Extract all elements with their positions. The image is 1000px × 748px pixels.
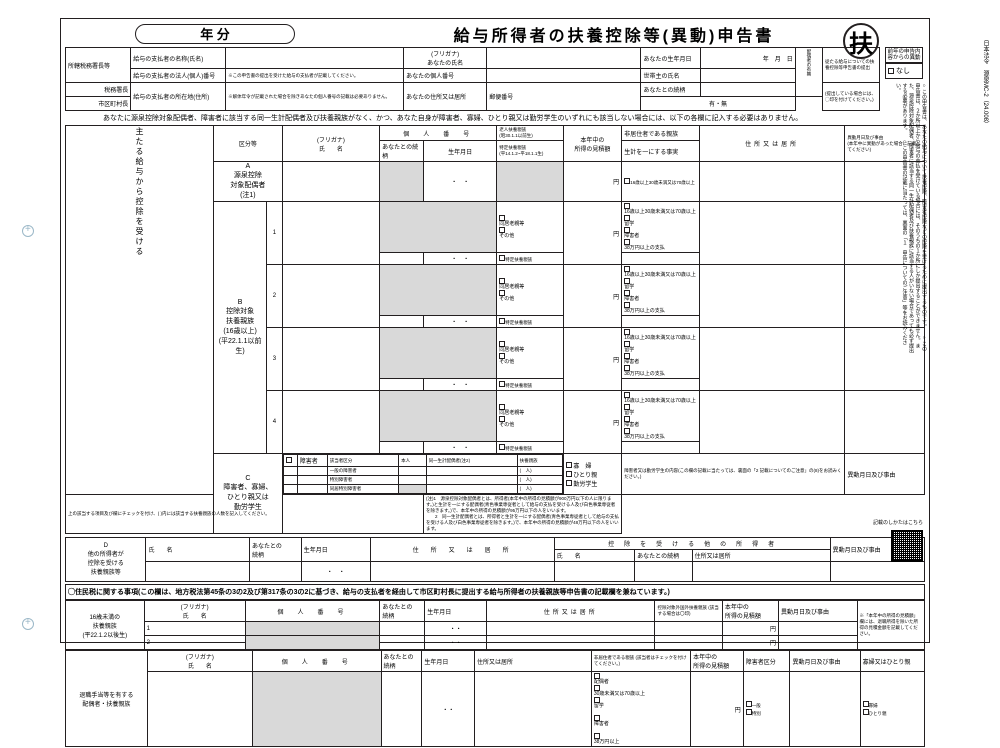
header-table: 所轄税務署長等 給与の支払者の名称(氏名) (フリガナ) あなたの氏名 あなたの… xyxy=(65,47,880,111)
number-note: ※解体年令が記載された場合を除きあなたの個人番号の記載は必要ありません。 xyxy=(226,83,404,111)
under16-table: 16歳未満の 扶養親族 (平22.1.2以後生) (フリガナ) 氏 名 個 人 … xyxy=(65,600,925,650)
postal-label: 郵便番号 xyxy=(489,95,513,101)
fu-mark: 扶 xyxy=(843,23,879,59)
b4-change[interactable] xyxy=(845,391,925,454)
section-d-table: D 他の所得者が 控除を受ける 扶養親族等 氏 名 あなたとの 続柄 生年月日 … xyxy=(65,537,925,582)
spouse-field[interactable]: 有・無 xyxy=(641,97,795,111)
a-income[interactable]: 円 xyxy=(563,162,622,202)
your-number-field[interactable] xyxy=(487,69,641,83)
dob-label: あなたの生年月日 xyxy=(641,48,700,69)
year-field[interactable]: 年 分 xyxy=(135,24,295,44)
b3-name[interactable] xyxy=(282,328,379,391)
c-change-label: 異動月日及び事由 xyxy=(845,454,925,495)
b4-income[interactable]: 円 xyxy=(563,391,622,454)
prev-year-title: 前年の申告内容からの異動 xyxy=(885,47,923,63)
b2-fact[interactable] xyxy=(622,316,700,328)
secondary-note: (提出している場合には、◯印を付けてください。) xyxy=(822,83,879,111)
nashi-checkbox[interactable]: なし xyxy=(885,63,923,79)
col-specific: 特定扶養親族 (平14.1.2~平18.1.1生) xyxy=(497,141,563,162)
a-name[interactable] xyxy=(282,162,379,202)
retire-label: 退職手当等を有する 配偶者・扶養親族 xyxy=(66,651,148,747)
qr-code xyxy=(891,530,923,562)
col-livelihood: 生計を一にする事実 xyxy=(622,141,700,162)
your-name-label: (フリガナ) あなたの氏名 xyxy=(404,48,487,69)
b1-fact[interactable] xyxy=(622,253,700,265)
b2-income[interactable]: 円 xyxy=(563,265,622,328)
col-dob: 生年月日 xyxy=(424,141,497,162)
b4-fact[interactable] xyxy=(622,442,700,454)
your-number-label: あなたの個人番号 xyxy=(404,69,487,83)
section-d-label: D 他の所得者が 控除を受ける 扶養親族等 xyxy=(66,538,146,582)
b2-address[interactable] xyxy=(699,265,844,328)
b1-name[interactable] xyxy=(282,202,379,265)
relation-label: あなたとの続柄 xyxy=(641,83,700,97)
b2-name[interactable] xyxy=(282,265,379,328)
a-rel[interactable] xyxy=(380,162,424,202)
a-address[interactable] xyxy=(699,162,844,202)
col-name: (フリガナ) 氏 名 xyxy=(282,126,379,162)
relation-field[interactable] xyxy=(700,83,795,97)
col-elderly: 老人扶養親族 (昭30.1.1以前生) xyxy=(497,126,563,141)
retire-table: 退職手当等を有する 配偶者・扶養親族 (フリガナ) 氏 名 個 人 番 号 あな… xyxy=(65,650,925,747)
b1-address[interactable] xyxy=(699,202,844,265)
col-nonres: 非居住者である親族 xyxy=(622,126,700,141)
b1-income[interactable]: 円 xyxy=(563,202,622,265)
tax-office-field[interactable]: 税務署長 xyxy=(66,83,131,97)
b3-fact[interactable] xyxy=(622,379,700,391)
col-address: 住所又は居所 xyxy=(699,126,844,162)
d-name[interactable] xyxy=(146,562,249,582)
spouse-label: 配偶者の有無 xyxy=(795,48,822,97)
form-title: 給与所得者の扶養控除等(異動)申告書 xyxy=(303,22,925,46)
col-category: 区分等 xyxy=(214,126,283,162)
b3-address[interactable] xyxy=(699,328,844,391)
payer-address-label: 給与の支払者の所在地(住所) xyxy=(131,83,226,111)
household-head-label: 世帯主の氏名 xyxy=(641,69,700,83)
payer-name-field[interactable] xyxy=(226,48,404,69)
dob-field[interactable]: 年 月 日 xyxy=(700,48,795,69)
col-income: 本年中の 所得の見積額 xyxy=(563,126,622,162)
payer-number-label: 給与の支払者の法人(個人)番号 xyxy=(131,69,226,83)
payer-name-label: 給与の支払者の名称(氏名) xyxy=(131,48,226,69)
city-office-field[interactable]: 市区町村長 xyxy=(66,97,131,111)
residence-tax-bar: ◯住民税に関する事項(この欄は、地方税法第45条の3の2及び第317条の3の2に… xyxy=(65,584,925,600)
section-b-label: B 控除対象 扶養親族 (16歳以上) (平22.1.1以前生) xyxy=(214,202,267,454)
col-relation: あなたとの続柄 xyxy=(380,141,424,162)
household-head-field[interactable] xyxy=(700,69,795,83)
your-name-field[interactable] xyxy=(487,48,641,69)
under16-note: ※「本年中の所得の見積額」欄には、退職所得を除いた所得の見積金額を記載してくださ… xyxy=(857,601,924,650)
payer-number-note: ※この申告書の提出を受けた給与の支払者が記載してください。 xyxy=(226,69,404,83)
under16-label: 16歳未満の 扶養親族 (平22.1.2以後生) xyxy=(66,601,145,650)
retire-name[interactable] xyxy=(147,672,252,747)
your-address-label: あなたの住所又は居所 xyxy=(404,83,487,111)
section-a-label: A 源泉控除 対象配偶者 (注1) xyxy=(214,162,283,202)
tax-office-label: 所轄税務署長等 xyxy=(66,48,131,83)
instruction-text: あなたに源泉控除対象配偶者、障害者に該当する同一生計配偶者及び扶養親族がなく、か… xyxy=(65,113,925,123)
c-content-label: 障害者又は勤労学生の内容(この欄の記載に当たっては、裏面の「2 記載についてのご… xyxy=(622,454,845,495)
right-side-notes: ○この申告書は、あなたの給与について扶養控除、障害者控除などの控除を受けるために… xyxy=(891,83,927,353)
b4-address[interactable] xyxy=(699,391,844,454)
qr-label: 記載のしかたはこちら xyxy=(873,519,923,526)
col-number: 個 人 番 号 xyxy=(380,126,497,141)
b3-income[interactable]: 円 xyxy=(563,328,622,391)
form-code: 日本法令 源泉MC-2（24.008） xyxy=(981,40,990,127)
main-table: 主たる給与から控除を受ける 区分等 (フリガナ) 氏 名 個 人 番 号 老人扶… xyxy=(65,125,925,534)
main-side-label: 主たる給与から控除を受ける xyxy=(66,126,214,495)
b4-name[interactable] xyxy=(282,391,379,454)
